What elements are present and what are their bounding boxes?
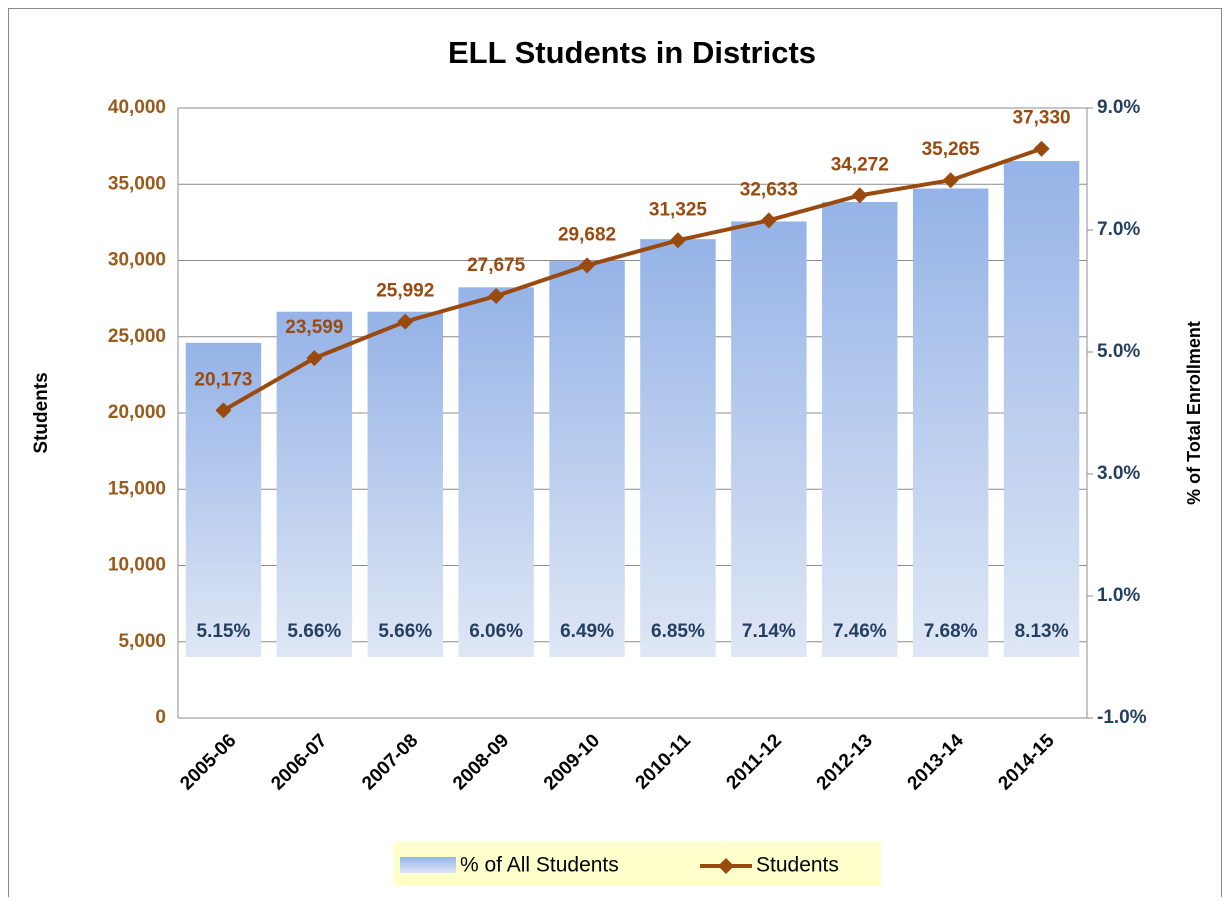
line-value-label: 25,992 (376, 281, 434, 302)
y2-tick-label: 7.0% (1097, 219, 1140, 240)
line-value-label: 37,330 (1012, 108, 1070, 129)
y-tick-label: 30,000 (108, 250, 166, 271)
legend-label: % of All Students (460, 854, 619, 877)
legend-label: Students (756, 854, 839, 877)
y-tick-label: 25,000 (108, 326, 166, 347)
legend-marker (718, 858, 734, 874)
y-tick-label: 20,000 (108, 402, 166, 423)
line-value-label: 29,682 (558, 224, 616, 245)
bar-value-label: 5.15% (197, 621, 251, 642)
y-tick-label: 15,000 (108, 478, 166, 499)
line-marker (215, 402, 232, 419)
chart-title: ELL Students in Districts (448, 35, 816, 70)
plot: 5.15% 5.66% 5.66% 6.06% 6.49% 6.85% 7.14% 7.46%… (185, 108, 1080, 657)
y2-tick-label: 5.0% (1097, 341, 1140, 362)
line-marker (942, 172, 959, 189)
line (222, 146, 1043, 413)
line-value-label: 35,265 (922, 139, 981, 160)
line-value-label: 34,272 (831, 154, 889, 175)
line-value-label: 31,325 (649, 199, 708, 220)
bar (367, 311, 443, 657)
line-marker (1033, 140, 1050, 157)
y2-tick-label: 9.0% (1097, 97, 1140, 118)
legend: % of All Students Students (393, 842, 881, 886)
line-value-label: 20,173 (194, 369, 252, 390)
bar-value-label: 6.49% (560, 621, 614, 642)
bar-value-label: 7.46% (833, 621, 887, 642)
bar (549, 261, 625, 657)
line-marker (397, 313, 414, 330)
bar-value-label: 6.85% (651, 621, 705, 642)
bar-value-label: 6.06% (469, 621, 523, 642)
y2-tick-label: 1.0% (1097, 585, 1140, 606)
line-marker (851, 187, 868, 204)
line-marker (669, 232, 686, 249)
legend-box (393, 842, 881, 886)
line-value-label: 32,633 (740, 179, 798, 200)
legend-swatch (400, 857, 456, 873)
bar (822, 201, 898, 657)
bar (912, 188, 989, 657)
y-axis-title: Students (31, 372, 52, 453)
bar-value-label: 5.66% (287, 621, 341, 642)
y-tick-label: 35,000 (108, 173, 166, 194)
bar (276, 311, 353, 657)
y2-tick-label: -1.0% (1097, 707, 1147, 728)
line-marker (579, 257, 596, 274)
bar-value-label: 7.68% (924, 621, 978, 642)
line-marker (306, 350, 323, 367)
y2-tick-label: 3.0% (1097, 463, 1140, 484)
line-value-label: 27,675 (467, 255, 526, 276)
bar (731, 221, 807, 657)
y-tick-label: 0 (155, 707, 166, 728)
bar-value-label: 7.14% (742, 621, 796, 642)
line-marker (488, 287, 505, 304)
y-tick-label: 5,000 (118, 631, 166, 652)
bar (458, 287, 534, 657)
line-marker (760, 212, 777, 229)
y-tick-label: 40,000 (108, 97, 166, 118)
bar-value-label: 5.66% (378, 621, 432, 642)
line-value-label: 23,599 (285, 317, 343, 338)
y-tick-label: 10,000 (108, 555, 166, 576)
bar (640, 239, 716, 657)
y2-axis-title: % of Total Enrollment (1184, 321, 1204, 505)
bar-value-label: 8.13% (1015, 621, 1069, 642)
bar (1003, 161, 1080, 657)
